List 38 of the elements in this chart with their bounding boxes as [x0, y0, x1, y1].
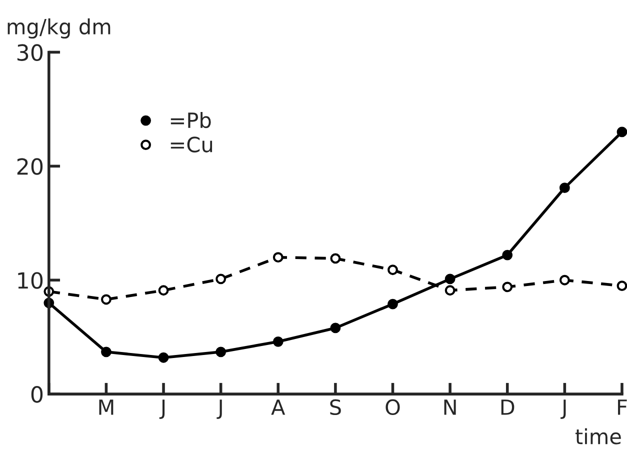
x-tick-label: F: [618, 400, 627, 415]
y-axis-title: mg/kg dm: [8, 18, 110, 39]
x-tick-label: J: [216, 400, 222, 419]
point: [101, 294, 112, 305]
point: [272, 252, 284, 263]
y-tick-label: 0: [31, 386, 43, 403]
point: [158, 352, 169, 363]
x-tick-label: N: [444, 400, 456, 415]
point: [216, 274, 226, 284]
point: [330, 253, 341, 264]
point: [502, 250, 513, 260]
legend-label: =Cu: [170, 136, 212, 152]
point: [158, 285, 169, 296]
y-tick-label: 10: [18, 272, 43, 289]
x-axis-title: time: [575, 428, 621, 444]
point: [502, 282, 513, 292]
point: [444, 285, 456, 296]
point: [559, 274, 570, 286]
x-tick-label: S: [330, 399, 341, 416]
point: [216, 346, 226, 358]
point: [388, 264, 398, 276]
point: [101, 346, 112, 358]
point: [272, 336, 284, 347]
x-tick-label: O: [386, 399, 400, 416]
point: [559, 182, 570, 194]
x-tick-label: D: [501, 400, 514, 415]
point: [616, 126, 627, 138]
legend-label: =Pb: [170, 112, 211, 128]
x-tick-label: M: [99, 400, 114, 415]
point: [616, 280, 627, 292]
x-tick-label: J: [159, 400, 165, 419]
x-tick-label: A: [271, 400, 286, 415]
point: [444, 274, 456, 284]
point: [388, 298, 398, 310]
y-tick-label: 20: [17, 158, 43, 175]
y-tick-label: 30: [17, 44, 43, 61]
x-tick-label: J: [560, 400, 566, 419]
point: [330, 322, 341, 334]
